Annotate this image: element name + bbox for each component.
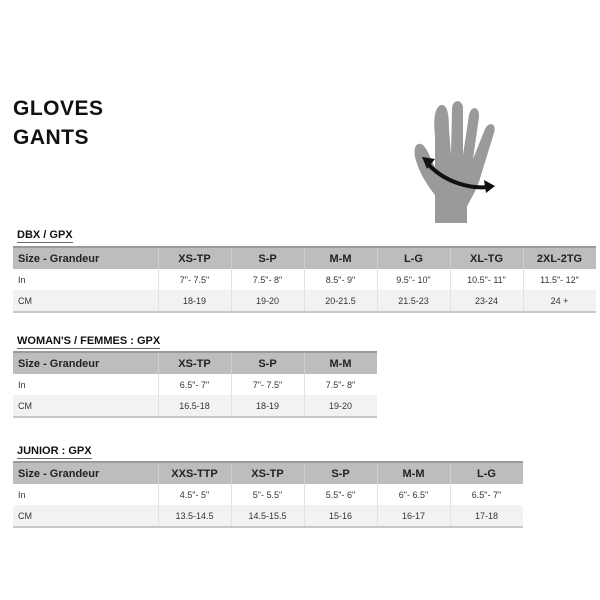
table-cell: M-M xyxy=(303,351,377,374)
section-title-dbx: DBX / GPX xyxy=(17,229,73,243)
table-cell: 17-18 xyxy=(449,505,523,528)
section-title-women: WOMAN'S / FEMMES : GPX xyxy=(17,335,161,349)
table-cell: 8.5"- 9" xyxy=(303,269,377,290)
table-junior: Size - Grandeur XXS-TTP XS-TP S-P M-M L-G In 4.… xyxy=(13,461,523,528)
table-cell: 13.5-14.5 xyxy=(157,505,231,528)
table-cell: 10.5"- 11" xyxy=(449,269,523,290)
table-cell: 4.5"- 5" xyxy=(157,484,231,505)
title-fr: GANTS xyxy=(13,126,89,149)
table-cell: 6.5"- 7" xyxy=(449,484,523,505)
table-cell: 15-16 xyxy=(303,505,377,528)
table-cell: 7"- 7.5" xyxy=(157,269,231,290)
hand-measurement-icon xyxy=(414,101,495,223)
table-cell: 9.5"- 10" xyxy=(376,269,450,290)
row-label: Size - Grandeur xyxy=(13,461,158,484)
table-dbx: Size - Grandeur XS-TP S-P M-M L-G XL-TG 2XL-2T… xyxy=(13,246,596,313)
cm-row: CM 18-19 19-20 20-21.5 21.5-23 23-24 24 + xyxy=(13,290,596,313)
header-row: Size - Grandeur XS-TP S-P M-M L-G XL-TG 2XL-2T… xyxy=(13,246,596,269)
table-cell: 11.5"- 12" xyxy=(522,269,596,290)
row-label: CM xyxy=(13,395,158,418)
table-cell: 14.5-15.5 xyxy=(230,505,304,528)
table-cell: 5"- 5.5" xyxy=(230,484,304,505)
table-cell: 18-19 xyxy=(230,395,304,418)
table-cell: 6.5"- 7" xyxy=(157,374,231,395)
table-cell: L-G xyxy=(449,461,523,484)
table-cell: L-G xyxy=(376,246,450,269)
table-cell: 19-20 xyxy=(303,395,377,418)
table-women: Size - Grandeur XS-TP S-P M-M In 6.5"- 7" 7"- … xyxy=(13,351,377,418)
table-cell: 18-19 xyxy=(157,290,231,313)
row-label: In xyxy=(18,274,26,285)
table-cell: 16-17 xyxy=(376,505,450,528)
table-cell: XS-TP xyxy=(230,461,304,484)
table-cell: 7.5"- 8" xyxy=(303,374,377,395)
inch-row: In 7"- 7.5" 7.5"- 8" 8.5"- 9" 9.5"- 10" 10.5"… xyxy=(13,269,596,290)
table-cell: XXS-TTP xyxy=(157,461,231,484)
header-row: Size - Grandeur XXS-TTP XS-TP S-P M-M L-G xyxy=(13,461,523,484)
table-cell: 23-24 xyxy=(449,290,523,313)
inch-row: In 4.5"- 5" 5"- 5.5" 5.5"- 6" 6"- 6.5" 6.5"- … xyxy=(13,484,523,505)
table-cell: XL-TG xyxy=(449,246,523,269)
table-cell: M-M xyxy=(303,246,377,269)
table-cell: 2XL-2TG xyxy=(522,246,596,269)
table-cell: S-P xyxy=(230,351,304,374)
table-cell: 24 + xyxy=(522,290,596,313)
table-cell: S-P xyxy=(230,246,304,269)
table-cell: XS-TP xyxy=(157,351,231,374)
row-label: CM xyxy=(13,290,158,313)
cm-row: CM 16.5-18 18-19 19-20 xyxy=(13,395,377,418)
row-label: Size - Grandeur xyxy=(13,246,158,269)
header-row: Size - Grandeur XS-TP S-P M-M xyxy=(13,351,377,374)
table-cell: 6"- 6.5" xyxy=(376,484,450,505)
row-label: Size - Grandeur xyxy=(13,351,158,374)
table-cell: 7.5"- 8" xyxy=(230,269,304,290)
table-cell: 7"- 7.5" xyxy=(230,374,304,395)
table-cell: 16.5-18 xyxy=(157,395,231,418)
title-en: GLOVES xyxy=(13,97,104,120)
table-cell: 21.5-23 xyxy=(376,290,450,313)
row-label: In xyxy=(18,489,26,500)
cm-row: CM 13.5-14.5 14.5-15.5 15-16 16-17 17-18 xyxy=(13,505,523,528)
section-title-junior: JUNIOR : GPX xyxy=(17,445,92,459)
table-cell: S-P xyxy=(303,461,377,484)
table-cell: M-M xyxy=(376,461,450,484)
table-cell: 20-21.5 xyxy=(303,290,377,313)
table-cell: 5.5"- 6" xyxy=(303,484,377,505)
row-label: CM xyxy=(13,505,158,528)
inch-row: In 6.5"- 7" 7"- 7.5" 7.5"- 8" xyxy=(13,374,377,395)
row-label: In xyxy=(18,379,26,390)
table-cell: 19-20 xyxy=(230,290,304,313)
table-cell: XS-TP xyxy=(157,246,231,269)
